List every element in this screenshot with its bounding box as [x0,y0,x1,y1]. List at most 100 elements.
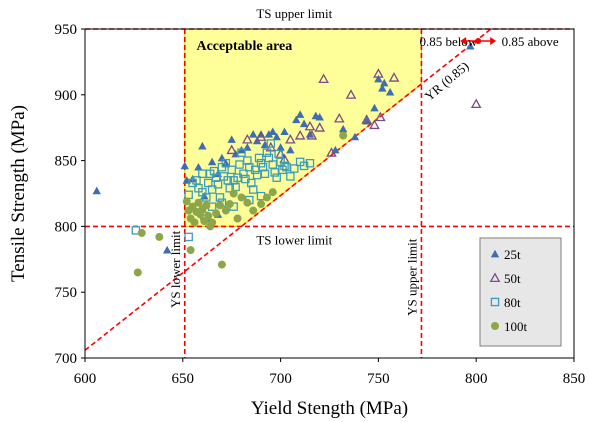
point-25t [194,162,203,171]
point-25t [380,78,389,87]
point-25t [221,159,231,167]
point-80t [227,165,236,175]
x-tick-label: 800 [465,371,488,387]
point-80t [221,158,231,168]
point-25t [264,130,274,138]
point-100t [262,193,271,202]
point-100t [137,228,146,237]
arrow-head-right [490,37,497,45]
legend-marker-80t [490,297,500,307]
x-tick-label: 850 [563,371,586,387]
below-above-arrows [460,37,497,45]
ts-lower-limit-label: TS lower limit [256,232,332,247]
point-80t [248,185,258,194]
point-25t [466,41,475,50]
point-50t [318,73,329,84]
x-axis-title: Yield Stength (MPa) [251,398,408,419]
legend-label-80t: 80t [504,295,521,310]
point-25t [276,143,285,151]
point-25t [385,87,395,96]
point-25t [207,157,217,166]
point-80t [213,180,223,189]
arrow-center-dot [475,38,482,44]
legend-label-25t: 25t [504,247,521,262]
point-100t [249,206,258,215]
point-100t [212,209,221,218]
legend: 25t 50t 80t 100t [479,237,562,347]
y-axis-title: Tensile Strength (MPa) [8,105,29,282]
point-80t [266,139,276,148]
point-80t [254,153,264,163]
point-50t [285,134,296,144]
point-80t [299,161,309,171]
point-80t [207,185,217,194]
point-25t [299,119,309,128]
point-80t [223,176,233,185]
point-100t [194,198,203,207]
above-label: 0.85 above [502,34,559,49]
point-25t [198,141,207,150]
point-25t [272,132,281,141]
legend-marker-100t [491,322,499,330]
y-tick-label: 750 [55,285,78,301]
arrow-head-left [460,37,467,45]
point-50t [345,89,357,99]
point-100t [221,206,230,215]
point-100t [229,189,238,198]
point-80t [305,158,315,168]
point-25t [162,245,172,254]
point-100t [215,201,224,210]
point-80t [192,176,201,185]
point-100t [243,198,252,207]
data-points [92,41,482,277]
point-80t [260,169,270,179]
point-25t [180,161,189,170]
point-50t [373,68,384,78]
point-50t [326,147,337,157]
point-25t [315,112,324,121]
point-50t [304,120,316,131]
point-25t [268,127,277,136]
point-80t [239,169,248,179]
point-80t [245,162,254,172]
point-80t [274,149,283,159]
point-50t [333,112,345,123]
ts-upper-limit-label: TS upper limit [256,6,332,21]
point-100t [237,193,246,202]
point-50t [369,119,380,130]
y-tick-label: 900 [55,88,78,104]
x-tick-label: 700 [269,371,292,387]
ys-upper-limit-label: YS upper limit [404,238,419,316]
point-50t [306,130,318,140]
point-25t [227,135,236,143]
point-100t [233,214,242,223]
point-50t [361,114,372,124]
point-80t [237,148,246,157]
x-tick-label: 750 [367,371,390,387]
point-100t [257,200,266,209]
point-80t [280,161,289,171]
x-axis-ticks: 600 650 700 750 800 850 [74,358,586,387]
point-100t [155,232,164,241]
yr-diagonal-line [84,28,492,351]
legend-marker-25t [490,249,500,258]
point-50t [314,122,326,132]
point-100t [133,268,142,277]
point-50t [375,111,386,122]
point-80t [272,173,281,182]
y-tick-label: 800 [55,219,78,235]
point-50t [255,131,267,141]
point-100t [190,218,199,227]
point-25t [350,132,360,141]
point-25t [280,127,289,136]
y-tick-label: 950 [55,22,78,38]
point-80t [184,232,193,242]
y-tick-label: 700 [55,351,78,367]
point-25t [292,115,301,124]
point-25t [286,145,295,154]
point-25t [378,84,387,92]
annotations: TS upper limit TS lower limit YS lower l… [168,6,559,316]
point-25t [92,186,101,195]
point-100t [225,200,234,209]
